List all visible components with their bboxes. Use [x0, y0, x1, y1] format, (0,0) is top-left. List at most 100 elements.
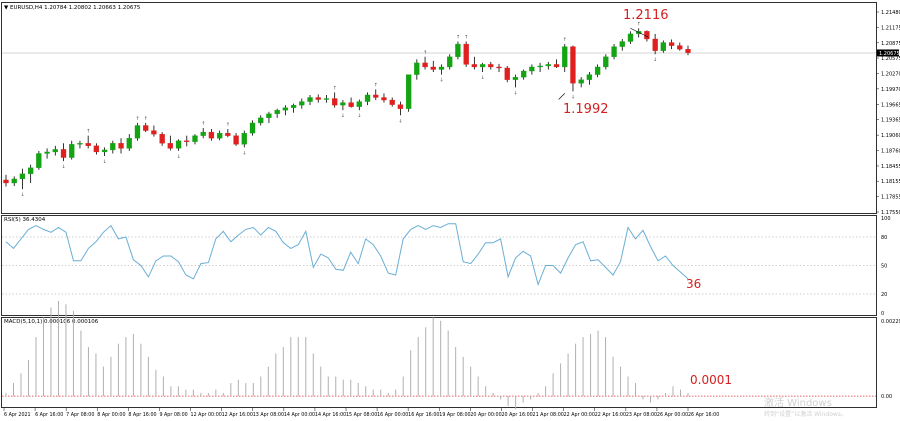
candle-body — [101, 149, 108, 153]
rsi-axis-label: 20 — [881, 292, 887, 298]
fractal-up-marker: ↑ — [423, 50, 427, 56]
candle-body — [266, 113, 272, 119]
price-axis-label: 1.20575 — [881, 56, 900, 62]
candle-body — [175, 140, 182, 149]
candle-body — [44, 151, 50, 154]
candle-body — [11, 178, 17, 184]
candle-body — [299, 101, 305, 106]
candle-body — [143, 125, 149, 131]
candle-body — [496, 66, 502, 69]
candle-body — [118, 143, 124, 149]
price-axis-label: 1.17855 — [881, 194, 900, 200]
price-axis-label: 1.18760 — [881, 148, 900, 154]
rsi-panel-header: RSI(5) 36.4304 — [4, 217, 46, 223]
price-axis-label: 1.17550 — [881, 210, 900, 216]
candle-body — [348, 102, 354, 107]
candle-body — [660, 42, 666, 51]
fractal-down-marker: ↓ — [439, 78, 443, 84]
candle-body — [36, 153, 42, 168]
candle-body — [644, 31, 650, 40]
candle-body — [315, 97, 321, 100]
time-axis-label: 22 Apr 16:00 — [595, 412, 626, 418]
time-axis-label: 15 Apr 08:00 — [346, 412, 377, 418]
time-axis-label: 8 Apr 00:00 — [97, 412, 125, 418]
time-axis-label: 12 Apr 00:00 — [191, 412, 222, 418]
fractal-down-marker: ↓ — [341, 113, 345, 119]
time-axis-label: 22 Apr 00:00 — [564, 412, 595, 418]
candle-body — [110, 143, 116, 151]
fractal-down-marker: ↓ — [20, 192, 24, 198]
macd-axis: 0.002291 0.00 — [881, 319, 900, 400]
candle-body — [619, 41, 625, 47]
candle-body — [627, 33, 634, 42]
price-axis-label: 1.19970 — [881, 87, 900, 93]
main-panel-header: ▼ EURUSD,H4 1.20784 1.20802 1.20663 1.20… — [4, 5, 141, 11]
rsi-axis: 100 80 50 20 0 — [881, 216, 891, 317]
macd-bars — [5, 301, 689, 410]
time-axis-label: 16 Apr 16:00 — [408, 412, 439, 418]
candle-body — [529, 66, 535, 72]
candle-body — [422, 62, 428, 68]
rsi-axis-label: 100 — [881, 216, 891, 222]
candle-body — [414, 62, 420, 75]
candle-body — [479, 64, 486, 68]
candle-body — [447, 56, 453, 68]
time-axis-label: 8 Apr 16:00 — [128, 412, 156, 418]
candle-body — [512, 76, 519, 80]
candle-body — [323, 98, 330, 100]
candle-body — [134, 125, 141, 139]
fractal-up-marker: ↑ — [226, 122, 230, 128]
candle-body — [356, 101, 362, 107]
candle-body — [586, 74, 593, 80]
candle-body — [3, 179, 9, 184]
macd-axis-label: 0.00 — [881, 394, 892, 400]
candle-body — [192, 135, 198, 142]
candle-body — [167, 143, 173, 149]
candle-body — [545, 64, 551, 67]
fractal-up-marker: ↑ — [333, 85, 337, 91]
time-axis-label: 9 Apr 08:00 — [159, 412, 187, 418]
time-axis-label: 6 Apr 2021 — [4, 412, 31, 418]
rsi-axis-label: 50 — [881, 264, 887, 270]
fractal-up-marker: ↑ — [135, 116, 139, 122]
time-axis-label: 16 Apr 00:00 — [377, 412, 408, 418]
candle-body — [578, 79, 584, 84]
macd-panel-frame — [1, 317, 877, 408]
fractal-up-marker: ↑ — [637, 21, 641, 27]
candle-body — [28, 167, 34, 174]
candle-body — [200, 131, 206, 136]
price-axis-label: 1.18155 — [881, 179, 900, 185]
fractal-up-marker: ↑ — [201, 121, 205, 127]
price-axis-label: 1.21480 — [881, 10, 900, 16]
candle-body — [504, 67, 510, 80]
candle-body — [471, 64, 478, 68]
candle-body — [463, 43, 469, 65]
price-axis-label: 1.18455 — [881, 164, 900, 170]
candle-body — [537, 65, 543, 68]
candle-body — [570, 46, 576, 84]
time-axis-label: 14 Apr 16:00 — [315, 412, 346, 418]
candle-body — [225, 132, 231, 136]
macd-annotation: 0.0001 — [690, 373, 732, 387]
fractal-down-marker: ↓ — [571, 94, 575, 100]
candle-body — [668, 42, 675, 46]
candles — [3, 28, 691, 190]
price-axis-label: 1.19665 — [881, 102, 900, 108]
fractal-down-marker: ↓ — [61, 164, 65, 170]
candle-body — [93, 145, 100, 153]
macd-axis-label: 0.002291 — [881, 319, 900, 325]
fractal-up-marker: ↑ — [374, 82, 378, 88]
candle-body — [307, 97, 313, 102]
annotation-high: 1.2116 — [623, 8, 669, 23]
candle-body — [652, 38, 658, 51]
candle-body — [77, 143, 83, 145]
time-axis-label: 14 Apr 00:00 — [284, 412, 315, 418]
candle-body — [455, 43, 461, 57]
candle-body — [521, 70, 527, 78]
price-axis: 1.21480 1.21175 1.20875 1.20575 1.20270 1.199… — [876, 10, 900, 216]
fractal-up-marker: ↑ — [563, 37, 567, 43]
candle-body — [405, 74, 412, 109]
price-axis-label: 1.20875 — [881, 41, 900, 47]
annotation-high-connector — [630, 28, 649, 38]
candle-body — [397, 104, 404, 109]
